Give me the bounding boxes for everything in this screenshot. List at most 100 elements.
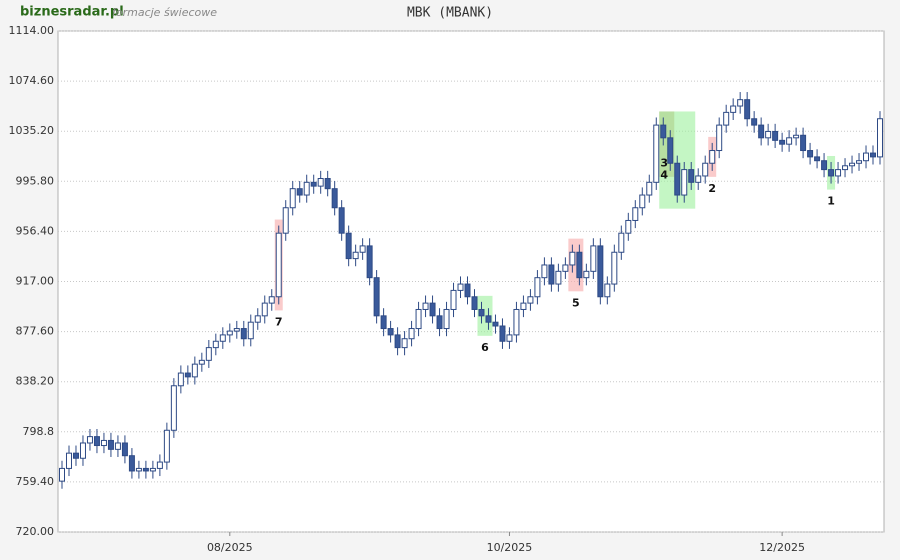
candle-body	[842, 165, 849, 171]
candle-body	[716, 124, 723, 152]
candle-body	[128, 455, 135, 472]
candle-body	[205, 347, 212, 361]
pattern-label: 7	[275, 315, 283, 328]
candle-body	[793, 134, 800, 139]
candle-body	[611, 251, 618, 285]
y-tick-label: 759.40	[16, 475, 55, 488]
candle-body	[814, 156, 821, 162]
candle-body	[492, 321, 499, 327]
site-logo: biznesradar.pl	[20, 5, 124, 20]
candle-body	[786, 137, 793, 145]
candle-body	[79, 442, 86, 459]
candle-body	[59, 467, 65, 482]
candle-body	[513, 308, 520, 336]
candle-body	[156, 461, 163, 469]
x-tick-label: 08/2025	[207, 541, 253, 554]
candle-body	[408, 328, 415, 340]
candle-body	[849, 162, 856, 167]
candle-body	[702, 162, 709, 177]
candle-body	[219, 334, 226, 342]
candle-body	[604, 283, 611, 298]
candle-body	[709, 150, 716, 164]
candle-body	[730, 105, 737, 113]
pattern-label: 6	[481, 341, 489, 354]
chart-title: MBK (MBANK)	[407, 6, 493, 21]
pattern-label: 3	[660, 156, 668, 169]
candle-body	[198, 359, 205, 365]
candle-body	[870, 152, 877, 158]
candle-body	[821, 160, 828, 171]
candle-body	[534, 277, 541, 298]
candle-body	[772, 130, 779, 141]
candle-body	[863, 152, 870, 162]
candle-body	[569, 251, 576, 266]
candle-body	[296, 188, 303, 196]
candle-body	[212, 340, 219, 349]
candle-body	[807, 150, 814, 158]
candle-body	[723, 111, 730, 126]
candle-body	[282, 207, 289, 234]
candle-body	[506, 334, 513, 342]
candle-body	[254, 315, 261, 323]
candle-body	[450, 289, 457, 310]
candle-body	[688, 169, 695, 183]
candle-body	[100, 439, 107, 447]
candle-body	[289, 188, 296, 209]
candle-body	[464, 283, 471, 298]
candle-body	[653, 124, 660, 183]
candle-body	[520, 302, 527, 310]
candle-body	[65, 452, 72, 469]
candle-body	[373, 277, 380, 317]
candle-body	[835, 169, 842, 177]
candle-body	[338, 207, 345, 234]
candle-body	[226, 330, 233, 336]
candle-body	[877, 118, 883, 158]
candle-body	[562, 264, 569, 272]
candle-body	[436, 315, 443, 330]
candle-body	[765, 130, 772, 139]
candle-body	[142, 467, 149, 472]
candle-body	[639, 194, 646, 209]
candle-body	[667, 137, 674, 164]
candle-body	[93, 436, 100, 447]
x-tick-label: 10/2025	[487, 541, 533, 554]
y-tick-label: 1074.60	[9, 74, 55, 87]
candle-body	[758, 124, 765, 139]
candle-body	[86, 436, 93, 444]
y-tick-label: 1035.20	[9, 124, 55, 137]
candle-body	[275, 232, 282, 298]
y-tick-label: 917.00	[16, 275, 55, 288]
candle-body	[345, 232, 352, 260]
candle-body	[191, 363, 198, 378]
candle-body	[576, 251, 583, 279]
candle-body	[856, 160, 863, 164]
candle-body	[184, 372, 191, 378]
candle-body	[541, 264, 548, 279]
candle-body	[632, 207, 639, 221]
candle-body	[233, 328, 240, 332]
candle-body	[478, 308, 485, 317]
candle-body	[422, 302, 429, 310]
candle-body	[240, 328, 247, 340]
candle-body	[170, 385, 177, 431]
y-tick-label: 838.20	[16, 375, 55, 388]
candle-body	[394, 334, 401, 349]
candle-body	[527, 296, 534, 304]
pattern-label: 4	[660, 168, 668, 181]
candle-body	[387, 328, 394, 336]
candle-body	[135, 467, 142, 472]
candle-body	[429, 302, 436, 317]
candle-body	[744, 99, 751, 120]
candle-body	[72, 452, 79, 459]
candle-body	[324, 178, 331, 190]
candle-body	[261, 302, 268, 317]
candle-body	[107, 439, 114, 450]
candle-body	[366, 245, 373, 279]
candle-body	[268, 296, 275, 304]
candle-body	[121, 442, 128, 457]
subtitle: formacje świecowe	[112, 6, 217, 19]
candle-body	[303, 181, 310, 196]
pattern-label: 5	[572, 296, 580, 309]
y-tick-label: 1114.00	[9, 24, 55, 37]
